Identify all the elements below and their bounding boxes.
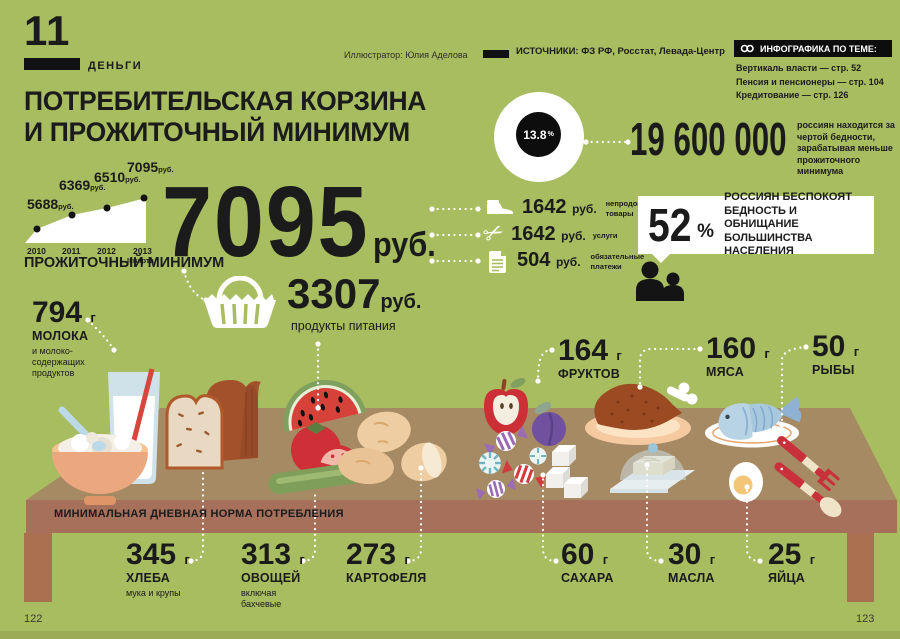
chart-quarter-note: Iквартал (127, 256, 159, 265)
document-icon (489, 251, 506, 273)
boot-icon (487, 200, 513, 214)
chart-year-2011: 2011 (62, 246, 81, 256)
concern-callout: 52 % РОССИЯН БЕСПОКОЯТ БЕДНОСТЬ И ОБНИЩА… (638, 191, 874, 263)
sources-bar (483, 50, 509, 58)
illustrator-credit: Иллюстратор: Юлия Аделова (344, 50, 468, 60)
bread-loaf (165, 380, 261, 470)
norm-potato: 273 г КАРТОФЕЛЯ (346, 538, 427, 586)
table-leg-right (847, 533, 874, 602)
norm-egg: 25 г ЯЙЦА (768, 538, 816, 586)
sources-text: ИСТОЧНИКИ: ФЗ РФ, Росстат, Левада-Центр (516, 46, 725, 57)
section-label: ДЕНЬГИ (88, 60, 143, 72)
page-number-right: 123 (856, 613, 875, 625)
concern-percent: 52 (648, 199, 692, 251)
page-title: ПОТРЕБИТЕЛЬСКАЯ КОРЗИНА И ПРОЖИТОЧНЫЙ МИ… (24, 86, 426, 148)
fork-and-spoon (774, 436, 842, 518)
cucumber (268, 462, 365, 495)
expense-row-payments: 504 руб. обязательные платежи (488, 250, 661, 274)
chart-value-2013: 7095руб. (127, 159, 174, 175)
milk-glass (108, 368, 160, 484)
norm-vegetables: 313 г ОВОЩЕЙ включая бахчевые (241, 538, 305, 610)
issue-underline (24, 58, 80, 70)
related-items: Вертикаль власти — стр. 52 Пенсия и пенс… (736, 62, 884, 103)
chart-year-2013: 2013 (133, 246, 152, 256)
poverty-note: россиян находится за чертой бедности, за… (797, 120, 895, 176)
poverty-count: 19 600 000 (630, 113, 787, 165)
candies (476, 425, 547, 500)
plum (532, 402, 566, 446)
norm-fish: 50 г РЫБЫ (812, 330, 860, 378)
title-line-1: ПОТРЕБИТЕЛЬСКАЯ КОРЗИНА (24, 86, 427, 116)
bottom-edge (0, 631, 900, 639)
related-link-3[interactable]: Кредитование — стр. 126 (736, 90, 849, 100)
tomato (291, 422, 360, 475)
chart-value-2011: 6369руб. (59, 177, 106, 193)
concern-unit: % (697, 221, 715, 242)
norm-butter: 30 г МАСЛА (668, 538, 716, 586)
table-top (26, 408, 897, 500)
norm-sugar: 60 г САХАРА (561, 538, 614, 586)
norm-milk: 794 г МОЛОКА и молоко-содержащих продукт… (32, 296, 96, 379)
mint-candy-2 (529, 447, 547, 465)
table-leg-left (24, 533, 52, 602)
chicken-leg-plate (585, 382, 698, 445)
mint-candy (479, 452, 501, 474)
watermelon-slice (283, 380, 367, 433)
chain-icon (740, 44, 754, 53)
poverty-percent-badge: 13.8% (516, 112, 561, 157)
chart-year-2010: 2010 (27, 246, 46, 256)
related-title: ИНФОГРАФИКА ПО ТЕМЕ: (760, 43, 877, 54)
potatoes (338, 411, 447, 485)
table-caption: МИНИМАЛЬНАЯ ДНЕВНАЯ НОРМА ПОТРЕБЛЕНИЯ (54, 508, 344, 520)
chart-value-2010: 5688руб. (27, 196, 74, 212)
living-wage-unit: руб. (373, 226, 436, 264)
shopping-basket-icon (204, 276, 276, 328)
living-wage-amount: 7095 руб. (162, 172, 436, 272)
food-total-label: продукты питания (291, 319, 396, 333)
egg-half (729, 462, 763, 502)
apple-half (484, 378, 528, 435)
expense-row-services: ✂ 1642 руб. услуги (479, 217, 618, 251)
butter-dish (610, 443, 695, 493)
title-line-2: И ПРОЖИТОЧНЫЙ МИНИМУМ (24, 117, 410, 147)
related-link-2[interactable]: Пенсия и пенсионеры — стр. 104 (736, 76, 884, 87)
concern-text: РОССИЯН БЕСПОКОЯТ БЕДНОСТЬ И ОБНИЩАНИЕ Б… (724, 191, 852, 258)
food-total-amount: 3307руб. (287, 270, 422, 317)
related-infographics-box[interactable]: ИНФОГРАФИКА ПО ТЕМЕ: (734, 40, 892, 57)
page-number-left: 122 (24, 613, 43, 625)
norm-bread: 345 г ХЛЕБА мука и крупы (126, 538, 190, 599)
chart-year-2012: 2012 (97, 246, 116, 256)
fish-plate (705, 396, 802, 448)
living-wage-caption: ПРОЖИТОЧНЫЙ МИНИМУМ (24, 255, 225, 271)
scissors-icon: ✂ (479, 217, 509, 251)
norm-meat: 160 г МЯСА (706, 332, 770, 380)
living-wage-value: 7095 (162, 166, 370, 278)
cottage-cheese-bowl (52, 406, 148, 505)
issue-number: 11 (24, 7, 71, 54)
related-link-1[interactable]: Вертикаль власти — стр. 52 (736, 63, 862, 73)
chart-value-2012: 6510руб. (94, 169, 141, 185)
norm-fruit: 164 г ФРУКТОВ (558, 334, 622, 382)
sugar-cubes (546, 445, 588, 498)
